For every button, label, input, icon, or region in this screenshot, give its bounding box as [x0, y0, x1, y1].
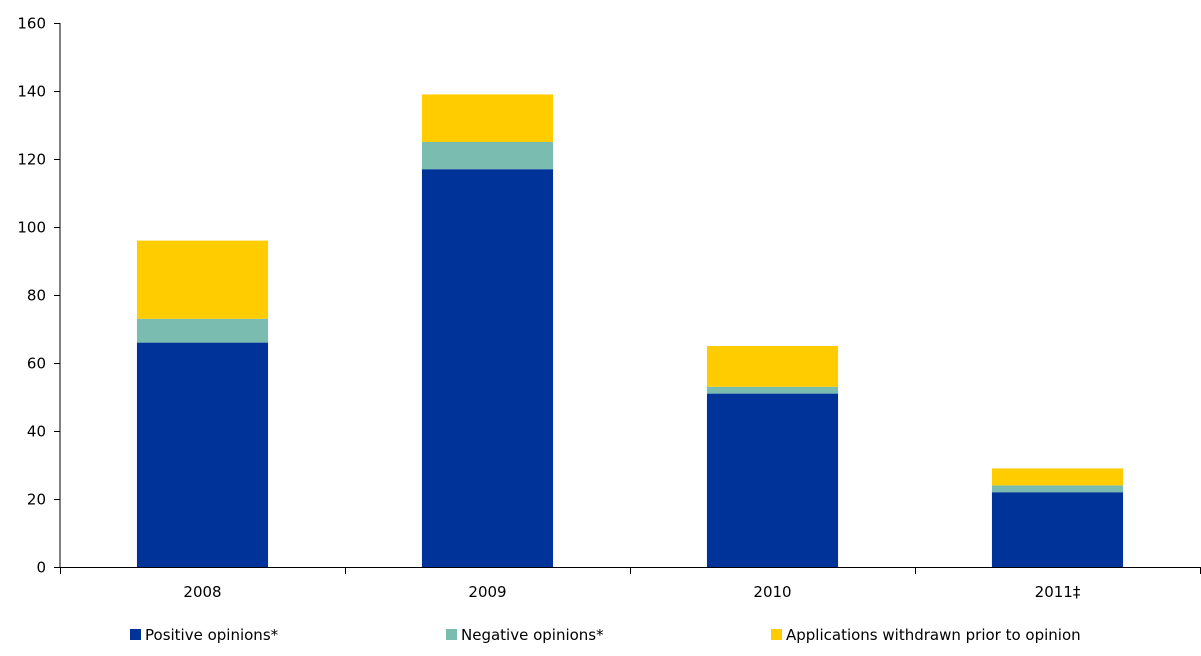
bar-segment [421, 169, 554, 567]
bar-segment [991, 468, 1124, 486]
bar-segment [136, 318, 269, 343]
bar-segment [706, 346, 839, 387]
bar-segment [421, 94, 554, 142]
bar-segment [136, 342, 269, 567]
bar-segment [706, 386, 839, 394]
legend-label: Positive opinions* [145, 626, 279, 644]
y-tick-label: 40 [27, 423, 46, 441]
x-axis: 2008 2009 2010 2011‡ [60, 567, 1201, 601]
legend-label: Applications withdrawn prior to opinion [786, 626, 1081, 644]
y-tick-label: 160 [17, 15, 46, 33]
legend-swatch [771, 629, 782, 640]
x-tick-label: 2009 [468, 583, 506, 601]
y-tick-label: 140 [17, 83, 46, 101]
y-axis: 0 20 40 60 80 100 120 140 160 [17, 15, 61, 577]
y-tick-label: 80 [27, 287, 46, 305]
bar-segment [991, 485, 1124, 493]
bar-segment [421, 142, 554, 170]
y-tick-label: 120 [17, 151, 46, 169]
y-tick-label: 60 [27, 355, 46, 373]
x-tick-label: 2010 [753, 583, 791, 601]
legend-swatch [446, 629, 457, 640]
legend-swatch [130, 629, 141, 640]
bar-segment [136, 240, 269, 319]
y-tick-label: 20 [27, 491, 46, 509]
bar-segment [991, 492, 1124, 567]
legend-label: Negative opinions* [461, 626, 604, 644]
x-tick-label: 2008 [183, 583, 221, 601]
legend: Positive opinions* Negative opinions* Appl… [130, 626, 1081, 644]
y-tick-label: 100 [17, 219, 46, 237]
y-tick-label: 0 [36, 559, 46, 577]
bars [136, 94, 1124, 567]
bar-segment [706, 393, 839, 567]
x-tick-label: 2011‡ [1035, 583, 1081, 601]
